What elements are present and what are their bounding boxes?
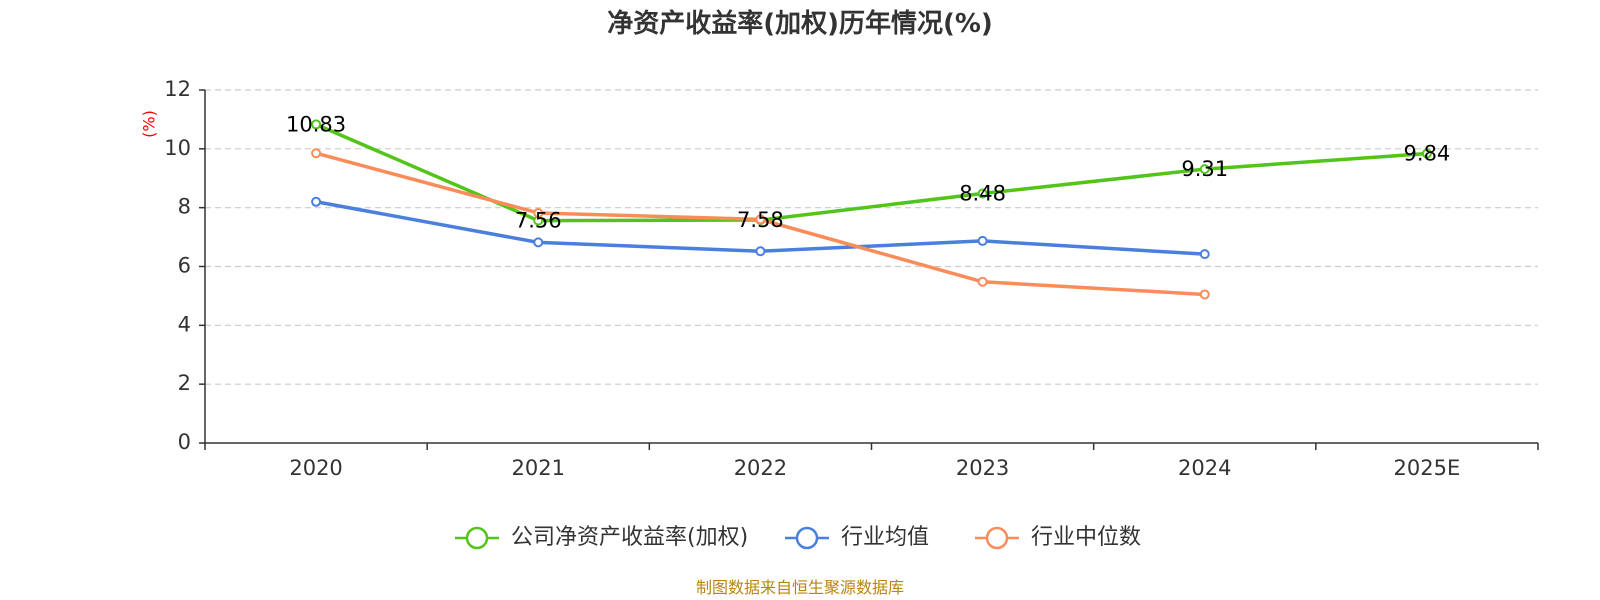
source-note: 制图数据来自恒生聚源数据库 <box>696 578 904 597</box>
grid-lines <box>205 89 1538 385</box>
data-label-2025E: 9.84 <box>1404 142 1451 166</box>
y-tick-label-6: 6 <box>178 254 191 278</box>
series-1-point-2022 <box>755 246 766 257</box>
legend-label-0: 公司净资产收益率(加权) <box>511 525 748 550</box>
legend-label-2: 行业中位数 <box>1031 525 1141 550</box>
x-tick-label-2024: 2024 <box>1178 456 1231 480</box>
series-2 <box>311 148 1210 300</box>
x-tick-label-2022: 2022 <box>734 456 787 480</box>
series-0-point-2024 <box>1199 164 1210 175</box>
series-0 <box>311 119 1432 226</box>
series-1-point-2020 <box>311 196 322 207</box>
legend-item-0[interactable]: 公司净资产收益率(加权) <box>455 525 748 550</box>
legend-marker-2 <box>985 526 1009 550</box>
series-1 <box>311 196 1210 260</box>
series-0-point-2020 <box>311 119 322 130</box>
series-0-point-2023 <box>977 188 988 199</box>
series-1-point-2024 <box>1199 249 1210 260</box>
series-lines <box>311 119 1432 300</box>
legend-item-1[interactable]: 行业均值 <box>785 525 929 550</box>
series-1-point-2021 <box>533 237 544 248</box>
y-axis-unit-label: (%) <box>140 110 159 138</box>
chart-title: 净资产收益率(加权)历年情况(%) <box>607 8 993 39</box>
y-tick-label-2: 2 <box>178 371 191 395</box>
data-label-2024: 9.31 <box>1181 157 1228 181</box>
y-tick-label-0: 0 <box>178 430 191 454</box>
data-label-2021: 7.56 <box>515 209 562 233</box>
series-2-point-2020 <box>311 148 322 159</box>
data-label-2022: 7.58 <box>737 208 784 232</box>
x-tick-label-2021: 2021 <box>512 456 565 480</box>
legend-marker-0 <box>465 526 489 550</box>
series-0-point-2025E <box>1421 148 1432 159</box>
legend-marker-1 <box>795 526 819 550</box>
data-labels: 10.83 7.56 7.58 8.48 9.31 9.84 <box>286 112 1450 232</box>
data-label-2023: 8.48 <box>959 182 1006 206</box>
series-2-point-2024 <box>1199 289 1210 300</box>
x-tick-label-2023: 2023 <box>956 456 1009 480</box>
y-tick-label-8: 8 <box>178 195 191 219</box>
y-tick-label-12: 12 <box>164 77 191 101</box>
series-2-point-2023 <box>977 276 988 287</box>
series-2-point-2022 <box>755 214 766 225</box>
legend-item-2[interactable]: 行业中位数 <box>975 525 1141 550</box>
legend[interactable]: 公司净资产收益率(加权) 行业均值 行业中位数 <box>455 525 1141 550</box>
series-line-0 <box>315 122 1428 223</box>
y-tick-label-4: 4 <box>178 312 191 336</box>
data-label-2020: 10.83 <box>286 112 346 136</box>
legend-label-1: 行业均值 <box>841 525 929 550</box>
y-tick-label-10: 10 <box>164 136 191 160</box>
x-tick-label-2025E: 2025E <box>1394 456 1461 480</box>
x-tick-label-2020: 2020 <box>289 456 342 480</box>
series-2-point-2021 <box>533 207 544 218</box>
series-1-point-2023 <box>977 235 988 246</box>
axes: 0 2 4 6 8 10 12 2020 2021 2022 2023 2024 2025E <box>164 77 1539 480</box>
